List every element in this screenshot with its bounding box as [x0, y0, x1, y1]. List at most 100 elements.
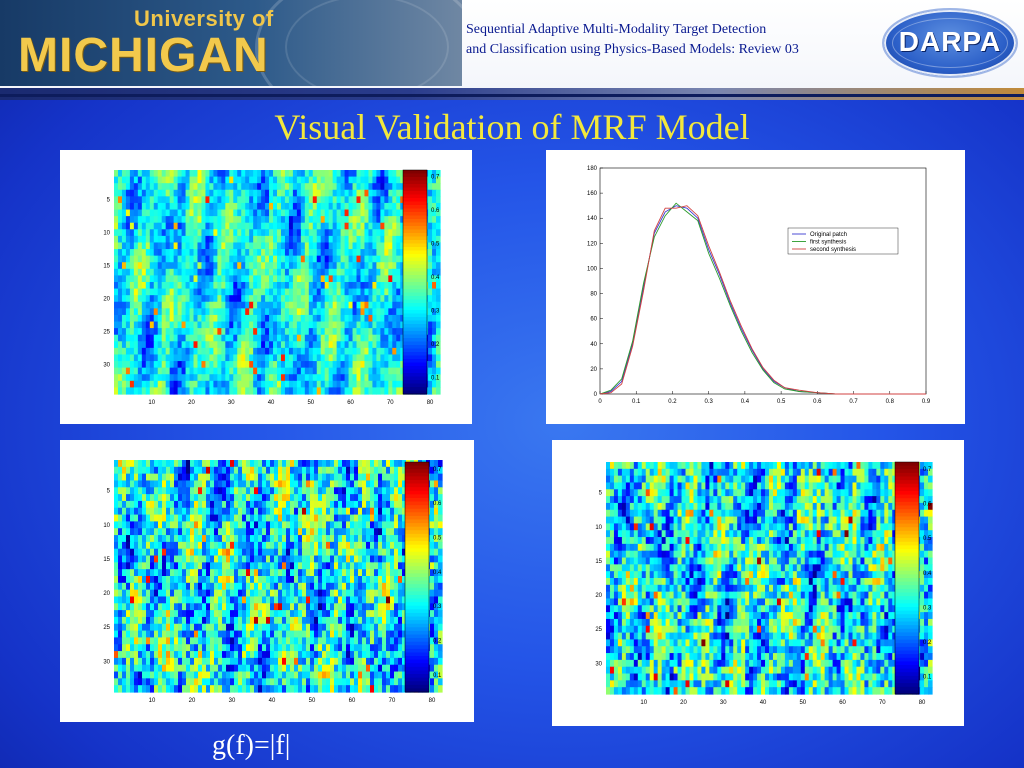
heatmap-cell [218, 541, 223, 550]
heatmap-cell [134, 494, 139, 502]
heatmap-cell [340, 196, 346, 204]
heatmap-cell [253, 262, 258, 270]
heatmap-cell [261, 334, 266, 342]
heatmap-cell [258, 548, 263, 557]
heatmap-cell [230, 596, 235, 604]
heatmap-cell [360, 288, 366, 296]
heatmap-cell [394, 521, 399, 529]
heatmap-cell [157, 202, 163, 211]
heatmap-cell [185, 202, 191, 211]
heatmap-cell [280, 341, 286, 349]
heatmap-cell [153, 387, 159, 395]
heatmap-cell [356, 249, 362, 257]
heatmap-cell [378, 473, 383, 482]
heatmap-cell [161, 268, 167, 277]
heatmap-cell [428, 170, 433, 178]
heatmap-cell [230, 507, 235, 516]
heatmap-cell [354, 616, 359, 625]
heatmap-cell [269, 341, 274, 349]
heatmap-cell [280, 262, 286, 270]
heatmap-cell [384, 222, 389, 230]
heatmap-cell [388, 361, 393, 369]
heatmap-cell [324, 229, 330, 237]
heatmap-cell [257, 209, 262, 217]
heatmap-cell [114, 562, 119, 570]
heatmap-cell [157, 222, 163, 230]
heatmap-cell [221, 242, 226, 250]
heatmap-cell [386, 596, 391, 604]
colorbar-segment [403, 201, 427, 206]
heatmap-cell [217, 242, 222, 250]
heatmap-cell [173, 295, 179, 303]
heatmap-cell [210, 466, 215, 475]
heatmap-cell [190, 623, 195, 632]
heatmap-cell [350, 562, 355, 570]
heatmap-cell [157, 361, 163, 369]
heatmap-cell [141, 209, 147, 217]
heatmap-cell [245, 183, 250, 191]
heatmap-cell [201, 183, 207, 191]
heatmap-cell [384, 282, 389, 290]
heatmap-cell [194, 494, 199, 502]
heatmap-cell [364, 235, 370, 244]
heatmap-cell [134, 576, 139, 584]
heatmap-cell [330, 500, 335, 509]
heatmap-cell [324, 249, 330, 257]
heatmap-cell [249, 262, 254, 270]
heatmap-cell [226, 555, 231, 563]
heatmap-cell [394, 514, 399, 523]
heatmap-cell [238, 576, 243, 584]
heatmap-cell [294, 616, 299, 625]
heatmap-cell [273, 282, 278, 290]
heatmap-cell [250, 528, 255, 536]
heatmap-cell [280, 176, 286, 184]
heatmap-cell [324, 308, 330, 316]
heatmap-cell [177, 354, 183, 362]
heatmap-cell [326, 521, 331, 529]
heatmap-cell [320, 183, 326, 191]
heatmap-cell [149, 170, 155, 178]
heatmap-cell [320, 189, 326, 197]
heatmap-cell [222, 500, 227, 509]
heatmap-cell [114, 387, 119, 395]
heatmap-cell [161, 216, 167, 224]
heatmap-cell [125, 209, 131, 217]
heatmap-cell [117, 361, 123, 369]
heatmap-cell [436, 209, 441, 217]
heatmap-cell [400, 262, 405, 270]
heatmap-cell [340, 321, 346, 329]
heatmap-cell [288, 367, 294, 375]
heatmap-cell [213, 387, 218, 395]
heatmap-cell [300, 321, 306, 329]
heatmap-cell [234, 528, 239, 536]
heatmap-cell [114, 196, 119, 204]
heatmap-cell [294, 603, 299, 611]
heatmap-cell [390, 569, 395, 577]
heatmap-cell [344, 170, 350, 178]
heatmap-cell [174, 460, 179, 468]
heatmap-cell [118, 521, 123, 529]
heatmap-cell [137, 183, 143, 191]
heatmap-cell [342, 460, 347, 468]
heatmap-cell [145, 347, 151, 356]
heatmap-cell [310, 507, 315, 516]
heatmap-cell [265, 222, 270, 230]
heatmap-cell [330, 616, 335, 625]
heatmap-cell [354, 521, 359, 529]
heatmap-cell [282, 569, 287, 577]
x-tick-label: 0 [598, 399, 602, 405]
heatmap-cell [282, 548, 287, 557]
heatmap-cell [126, 562, 131, 570]
heatmap-cell [316, 235, 322, 244]
heatmap-cell [322, 541, 327, 550]
heatmap-cell [280, 222, 286, 230]
heatmap-cell [213, 189, 218, 197]
heatmap-cell [266, 460, 271, 468]
heatmap-cell [378, 610, 383, 618]
colorbar-segment [403, 198, 427, 203]
heatmap-cell [198, 487, 203, 495]
heatmap-cell [296, 216, 302, 224]
heatmap-cell [434, 487, 439, 495]
heatmap-cell [378, 541, 383, 550]
heatmap-cell [326, 528, 331, 536]
